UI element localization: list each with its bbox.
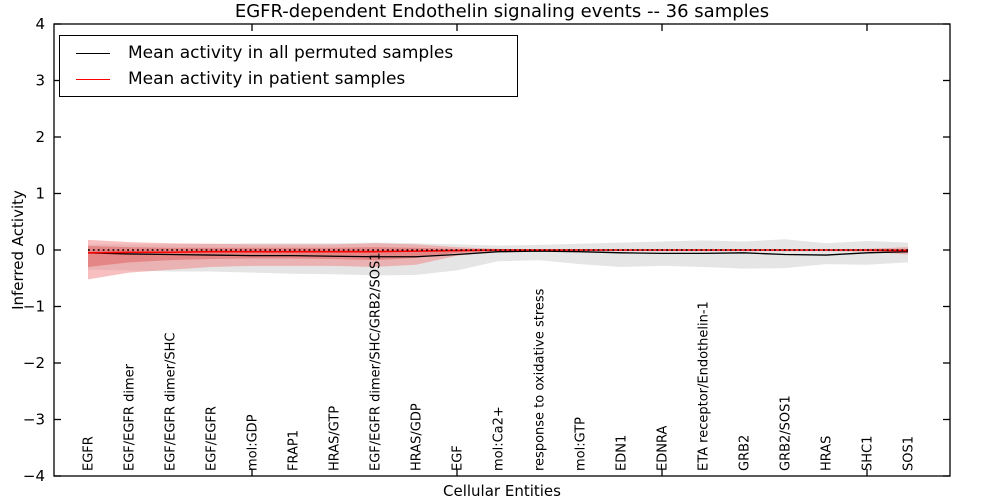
y-tick-label: 4: [35, 15, 45, 33]
y-tick-label: 2: [35, 128, 45, 146]
x-tick-label: EGF: [451, 445, 466, 471]
x-tick-label: response to oxidative stress: [533, 288, 548, 471]
x-tick-label: SOS1: [902, 436, 917, 471]
x-tick-label: EGF/EGFR dimer: [123, 363, 138, 471]
x-tick-label: EGF/EGFR dimer/SHC: [164, 333, 179, 471]
x-tick-label: mol:Ca2+: [492, 406, 507, 471]
chart-title: EGFR-dependent Endothelin signaling even…: [234, 1, 770, 22]
x-tick-label: HRAS: [820, 436, 835, 471]
x-axis-label: Cellular Entities: [443, 482, 561, 500]
legend-item-patient: Mean activity in patient samples: [76, 67, 517, 91]
y-tick-label: −1: [23, 298, 45, 316]
x-tick-label: EGFR: [82, 436, 97, 471]
patient-mean-line: [87, 249, 909, 254]
legend: Mean activity in all permuted samples Me…: [59, 35, 518, 97]
legend-line-swatch-red: [76, 78, 110, 80]
y-tick-label: 1: [35, 185, 45, 203]
x-tick-label: SHC1: [861, 436, 876, 471]
y-tick-label: 3: [35, 72, 45, 90]
x-tick-label: FRAP1: [287, 430, 302, 471]
legend-item-permuted: Mean activity in all permuted samples: [76, 41, 517, 65]
x-tick-label: GRB2: [738, 435, 753, 471]
x-tick-label: mol:GDP: [246, 414, 261, 471]
y-tick-label: 0: [35, 241, 45, 259]
legend-line-swatch-black: [76, 52, 110, 54]
permuted-mean-line: [87, 250, 909, 258]
legend-label-patient: Mean activity in patient samples: [128, 69, 406, 89]
y-tick-label: −4: [23, 467, 45, 485]
x-tick-label: EGF/EGFR: [205, 406, 220, 471]
x-tick-label: EDN1: [615, 435, 630, 471]
x-tick-label: mol:GTP: [574, 417, 589, 471]
x-tick-label: ETA receptor/Endothelin-1: [697, 301, 712, 471]
x-tick-label: EDNRA: [656, 426, 671, 471]
legend-label-permuted: Mean activity in all permuted samples: [128, 43, 454, 63]
x-tick-label: EGF/EGFR dimer/SHC/GRB2/SOS1: [369, 253, 384, 472]
y-tick-label: −3: [23, 411, 45, 429]
y-tick-label: −2: [23, 354, 45, 372]
x-tick-label: HRAS/GDP: [410, 403, 425, 471]
x-tick-label: HRAS/GTP: [328, 406, 343, 471]
y-axis-label: Inferred Activity: [9, 190, 27, 310]
x-tick-label: GRB2/SOS1: [779, 395, 794, 471]
